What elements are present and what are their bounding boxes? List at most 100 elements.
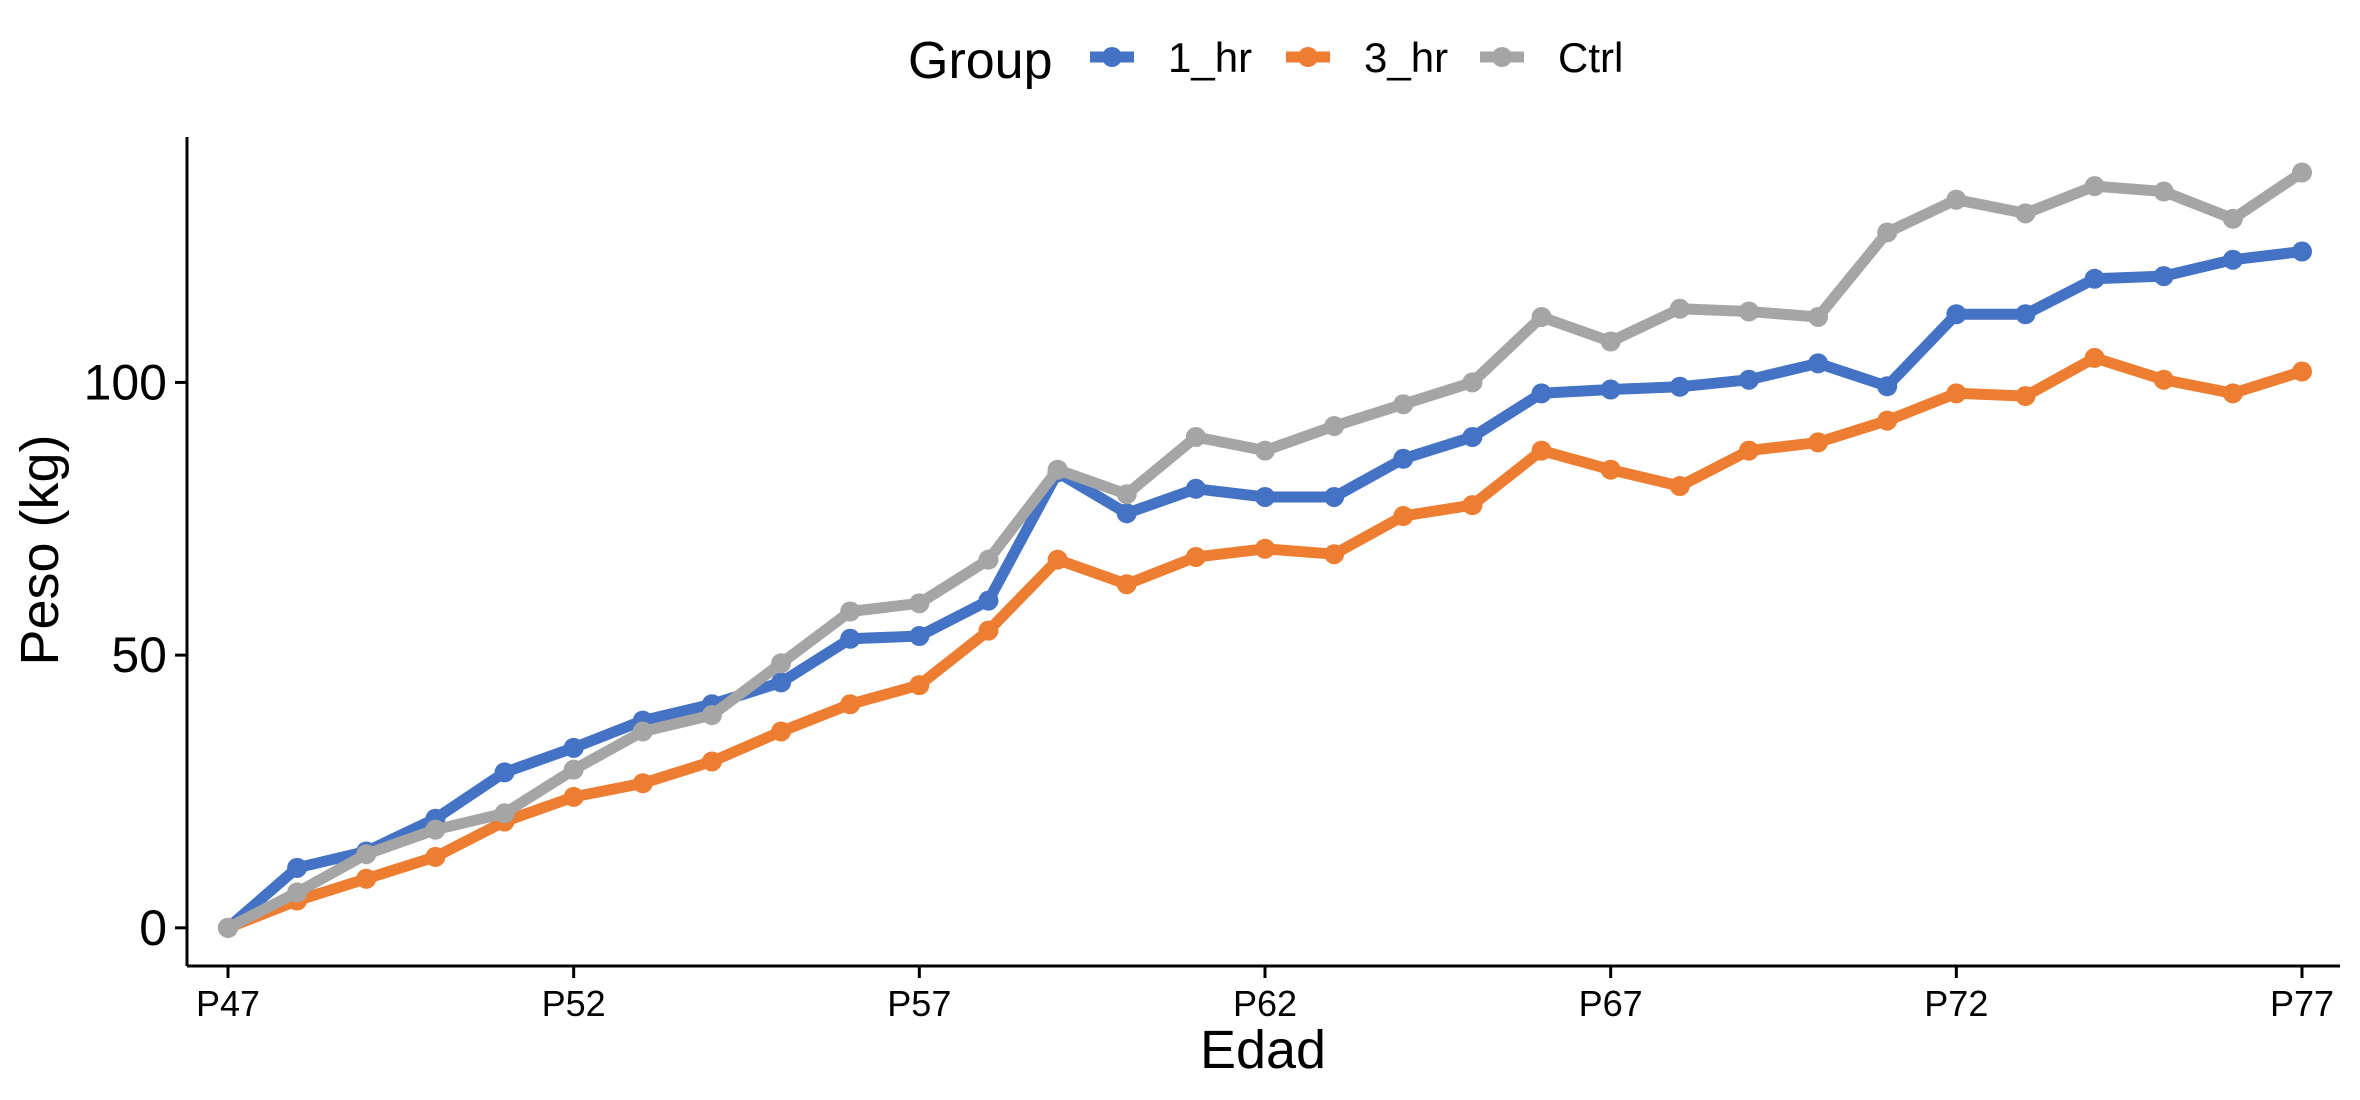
data-point (2084, 268, 2105, 289)
x-tick-label: P77 (2270, 983, 2334, 1024)
data-point (1531, 383, 1552, 404)
data-point (2084, 347, 2105, 368)
data-point (1877, 376, 1898, 397)
data-point (1877, 410, 1898, 431)
data-point (1877, 222, 1898, 243)
series-3_hr (218, 347, 2312, 938)
data-point (2015, 304, 2036, 325)
legend-label: 3_hr (1364, 34, 1448, 81)
data-point (1808, 306, 1829, 327)
data-point (1116, 574, 1137, 595)
data-point (1946, 304, 1967, 325)
data-point (563, 759, 584, 780)
y-axis-title: Peso (kg) (10, 434, 70, 665)
x-tick-label: P47 (196, 983, 260, 1024)
data-point (1185, 478, 1206, 499)
data-point (1531, 306, 1552, 327)
data-point (1808, 432, 1829, 453)
data-point (840, 694, 861, 715)
data-point (978, 590, 999, 611)
data-point (2222, 208, 2243, 229)
y-tick-label: 100 (84, 354, 167, 410)
data-point (1462, 426, 1483, 447)
data-point (978, 620, 999, 641)
legend-swatch-point (1102, 47, 1122, 67)
data-point (1531, 440, 1552, 461)
data-point (2153, 181, 2174, 202)
x-tick-label: P72 (1924, 983, 1988, 1024)
data-point (2153, 266, 2174, 287)
data-point (218, 917, 238, 938)
axes: 0 50 100 P47 P52 P57 P62 P67 P72 P77 (84, 137, 2340, 1024)
legend-items: 1_hr 3_hr Ctrl (1090, 34, 1623, 81)
x-tick-label: P67 (1579, 983, 1643, 1024)
data-point (1116, 503, 1137, 524)
data-point (2292, 162, 2312, 183)
data-point (701, 751, 722, 772)
legend-label: Ctrl (1558, 34, 1623, 81)
data-point (563, 737, 584, 758)
data-point (1669, 298, 1690, 319)
x-tick-label: P62 (1233, 983, 1297, 1024)
legend-title: Group (908, 32, 1053, 90)
legend-swatch-point (1298, 47, 1318, 67)
data-point (978, 549, 999, 570)
data-point (1946, 383, 1967, 404)
legend-swatch-point (1492, 47, 1512, 67)
data-point (425, 846, 446, 867)
x-tick-label: P52 (542, 983, 606, 1024)
data-point (771, 653, 792, 674)
data-point (909, 675, 930, 696)
data-point (1738, 369, 1759, 390)
series-line-1_hr (222, 246, 2308, 934)
data-point (632, 773, 653, 794)
x-ticks: P47 P52 P57 P62 P67 P72 P77 (196, 966, 2334, 1024)
legend-item-1_hr: 1_hr (1090, 34, 1252, 81)
data-point (1946, 189, 1967, 210)
data-point (2222, 249, 2243, 270)
data-point (701, 705, 722, 726)
data-point (2222, 383, 2243, 404)
data-point (1738, 440, 1759, 461)
x-axis-title: Edad (1200, 1020, 1326, 1080)
data-point (494, 762, 515, 783)
data-point (2015, 386, 2036, 407)
data-point (1324, 486, 1345, 507)
data-point (2084, 176, 2105, 197)
legend-label: 1_hr (1168, 34, 1252, 81)
series-1_hr (218, 241, 2312, 938)
data-point (563, 786, 584, 807)
data-point (356, 844, 377, 865)
data-point (1462, 495, 1483, 516)
data-point (1116, 484, 1137, 505)
plot-series (218, 162, 2312, 938)
y-tick-label: 50 (111, 627, 167, 683)
data-point (840, 601, 861, 622)
data-point (287, 882, 308, 903)
series-Ctrl (218, 162, 2312, 938)
x-tick-label: P57 (887, 983, 951, 1024)
data-point (2015, 203, 2036, 224)
legend: Group 1_hr 3_hr Ctrl (908, 32, 1623, 90)
data-point (1669, 376, 1690, 397)
data-point (287, 857, 308, 878)
data-point (1600, 379, 1621, 400)
data-point (1600, 331, 1621, 352)
data-point (356, 868, 377, 889)
data-point (1808, 353, 1829, 374)
data-point (1393, 506, 1414, 527)
data-point (1047, 459, 1068, 480)
data-point (840, 628, 861, 649)
data-point (771, 721, 792, 742)
data-point (1738, 301, 1759, 322)
data-point (2292, 241, 2312, 262)
data-point (1393, 448, 1414, 469)
data-point (2153, 369, 2174, 390)
data-point (494, 803, 515, 824)
data-point (1393, 394, 1414, 415)
data-point (909, 593, 930, 614)
legend-item-3_hr: 3_hr (1286, 34, 1448, 81)
data-point (1669, 476, 1690, 497)
